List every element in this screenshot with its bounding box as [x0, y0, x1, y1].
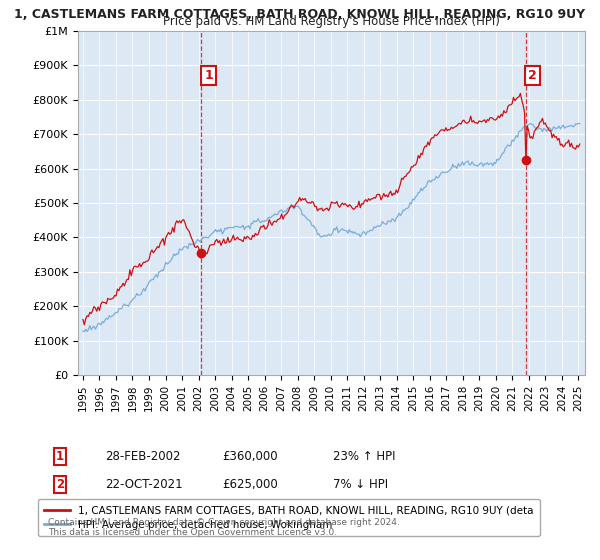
Text: 1, CASTLEMANS FARM COTTAGES, BATH ROAD, KNOWL HILL, READING, RG10 9UY: 1, CASTLEMANS FARM COTTAGES, BATH ROAD, …	[14, 8, 586, 21]
Title: Price paid vs. HM Land Registry's House Price Index (HPI): Price paid vs. HM Land Registry's House …	[163, 15, 500, 28]
Text: 1: 1	[56, 450, 64, 463]
Text: 22-OCT-2021: 22-OCT-2021	[105, 478, 182, 491]
Text: 1: 1	[205, 69, 213, 82]
Text: £360,000: £360,000	[222, 450, 278, 463]
Text: 7% ↓ HPI: 7% ↓ HPI	[333, 478, 388, 491]
Text: 2: 2	[528, 69, 537, 82]
Text: 28-FEB-2002: 28-FEB-2002	[105, 450, 181, 463]
Text: 2: 2	[56, 478, 64, 491]
Text: Contains HM Land Registry data © Crown copyright and database right 2024.
This d: Contains HM Land Registry data © Crown c…	[48, 518, 400, 538]
Text: £625,000: £625,000	[222, 478, 278, 491]
Text: 23% ↑ HPI: 23% ↑ HPI	[333, 450, 395, 463]
Legend: 1, CASTLEMANS FARM COTTAGES, BATH ROAD, KNOWL HILL, READING, RG10 9UY (deta, HPI: 1, CASTLEMANS FARM COTTAGES, BATH ROAD, …	[38, 499, 540, 536]
